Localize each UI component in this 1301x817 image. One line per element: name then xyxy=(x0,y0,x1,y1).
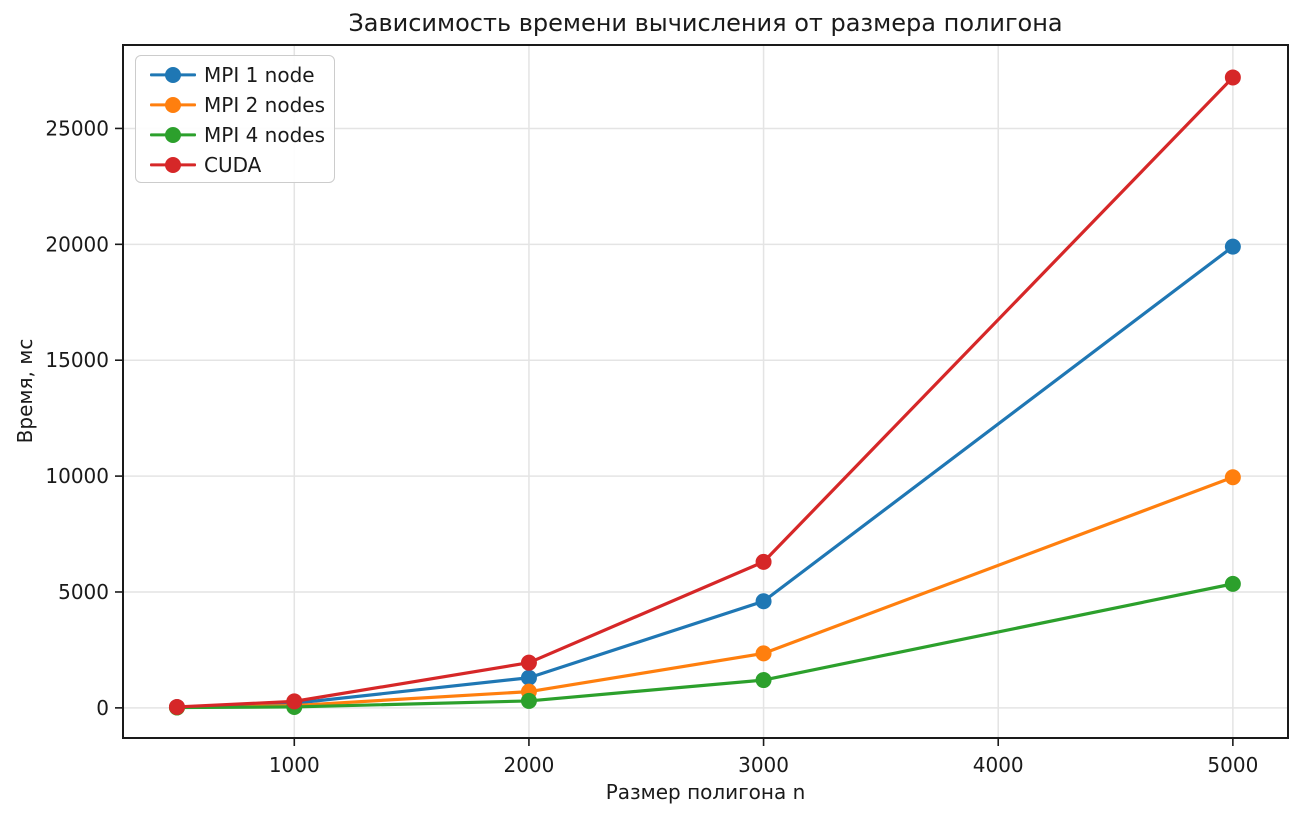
x-axis-label: Размер полигона n xyxy=(605,780,806,804)
line-marker-icon xyxy=(150,126,196,144)
series-line-mpi-4-nodes xyxy=(175,582,1235,710)
y-tick-label: 0 xyxy=(96,696,109,720)
legend-item-mpi-2-nodes: MPI 2 nodes xyxy=(136,90,334,120)
data-point-mpi-1-node xyxy=(1224,238,1241,255)
y-axis-label: Время, мс xyxy=(13,338,37,444)
legend: MPI 1 node MPI 2 nodes MPI 4 nodes CUDA xyxy=(135,55,335,183)
plot-border xyxy=(122,44,1289,739)
line-marker-icon xyxy=(150,66,196,84)
legend-label: CUDA xyxy=(204,153,262,177)
series-line-cuda xyxy=(175,75,1235,709)
data-point-mpi-4-nodes xyxy=(1224,575,1241,592)
data-point-mpi-2-nodes xyxy=(1224,469,1241,486)
data-point-mpi-1-node xyxy=(755,593,772,610)
data-point-cuda xyxy=(1224,69,1241,86)
series-line-mpi-1-node xyxy=(175,245,1235,709)
data-point-cuda xyxy=(755,553,772,570)
data-point-mpi-2-nodes xyxy=(755,645,772,662)
y-tick-label: 25000 xyxy=(45,116,109,140)
legend-label: MPI 1 node xyxy=(204,63,315,87)
legend-label: MPI 2 nodes xyxy=(204,93,325,117)
y-tick-label: 20000 xyxy=(45,232,109,256)
data-point-cuda xyxy=(286,693,303,710)
x-tick-label: 2000 xyxy=(503,753,554,777)
x-tick-label: 1000 xyxy=(269,753,320,777)
y-tick-label: 15000 xyxy=(45,348,109,372)
x-tick-label: 4000 xyxy=(973,753,1024,777)
line-marker-icon xyxy=(150,96,196,114)
x-tick-label: 3000 xyxy=(738,753,789,777)
data-point-cuda xyxy=(168,698,185,715)
data-point-mpi-4-nodes xyxy=(755,672,772,689)
line-marker-icon xyxy=(150,156,196,174)
chart-title: Зависимость времени вычисления от размер… xyxy=(348,9,1063,37)
legend-item-cuda: CUDA xyxy=(136,150,334,180)
y-tick-label: 5000 xyxy=(58,580,109,604)
data-point-mpi-4-nodes xyxy=(520,692,537,709)
legend-item-mpi-1-node: MPI 1 node xyxy=(136,60,334,90)
y-tick-label: 10000 xyxy=(45,464,109,488)
legend-label: MPI 4 nodes xyxy=(204,123,325,147)
x-tick-label: 5000 xyxy=(1207,753,1258,777)
data-point-cuda xyxy=(520,654,537,671)
data-point-mpi-1-node xyxy=(520,669,537,686)
legend-item-mpi-4-nodes: MPI 4 nodes xyxy=(136,120,334,150)
